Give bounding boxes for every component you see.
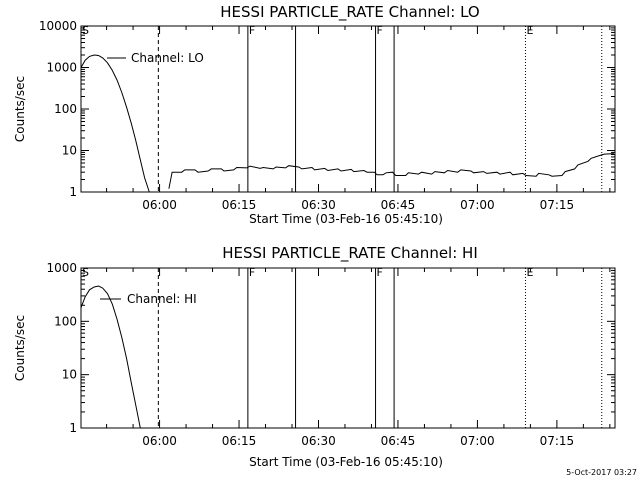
x-tick-label: 07:00 <box>460 434 495 448</box>
y-tick-label: 100 <box>54 314 77 328</box>
chart-title: HESSI PARTICLE_RATE Channel: LO <box>220 3 479 22</box>
panel-lo: HESSI PARTICLE_RATE Channel: LO Counts/s… <box>13 3 616 226</box>
y-tick-label: 100 <box>54 102 77 116</box>
x-axis-label: Start Time (03-Feb-16 05:45:10) <box>249 212 443 226</box>
series-line <box>168 153 614 189</box>
x-tick-label: 06:45 <box>381 434 416 448</box>
legend-label: Channel: HI <box>127 292 197 306</box>
event-label: S <box>82 266 89 279</box>
event-label: F <box>249 266 255 279</box>
y-tick-label: 1000 <box>46 61 77 75</box>
y-tick-label: 10 <box>62 368 77 382</box>
event-label: F <box>249 24 255 37</box>
x-tick-label: 06:00 <box>142 434 177 448</box>
x-axis-label: Start Time (03-Feb-16 05:45:10) <box>249 455 443 469</box>
event-label: S <box>82 24 89 37</box>
y-tick-label: 10 <box>62 144 77 158</box>
x-tick-label: 06:00 <box>142 198 177 212</box>
y-axis-label: Counts/sec <box>13 315 27 381</box>
y-tick-label: 1000 <box>46 261 77 275</box>
x-tick-label: 07:15 <box>540 434 575 448</box>
event-label: F <box>377 266 383 279</box>
legend-label: Channel: LO <box>131 51 204 65</box>
x-tick-label: 06:30 <box>301 198 336 212</box>
x-tick-label: 06:30 <box>301 434 336 448</box>
y-axis-label: Counts/sec <box>13 76 27 142</box>
series-line <box>80 54 150 193</box>
event-label: E <box>526 266 533 279</box>
panel-hi: HESSI PARTICLE_RATE Channel: HI Counts/s… <box>13 244 616 469</box>
footer-timestamp: 5-Oct-2017 03:27 <box>566 468 637 477</box>
x-tick-label: 07:00 <box>460 198 495 212</box>
y-tick-label: 1 <box>69 421 77 435</box>
y-tick-label: 1 <box>69 185 77 199</box>
event-label: F <box>377 24 383 37</box>
series-line <box>80 285 141 429</box>
x-tick-label: 07:15 <box>540 198 575 212</box>
x-tick-label: 06:15 <box>222 198 257 212</box>
x-tick-label: 06:15 <box>222 434 257 448</box>
chart-title: HESSI PARTICLE_RATE Channel: HI <box>222 244 478 263</box>
y-tick-label: 10000 <box>39 19 77 33</box>
x-tick-label: 06:45 <box>381 198 416 212</box>
event-label: E <box>526 24 533 37</box>
